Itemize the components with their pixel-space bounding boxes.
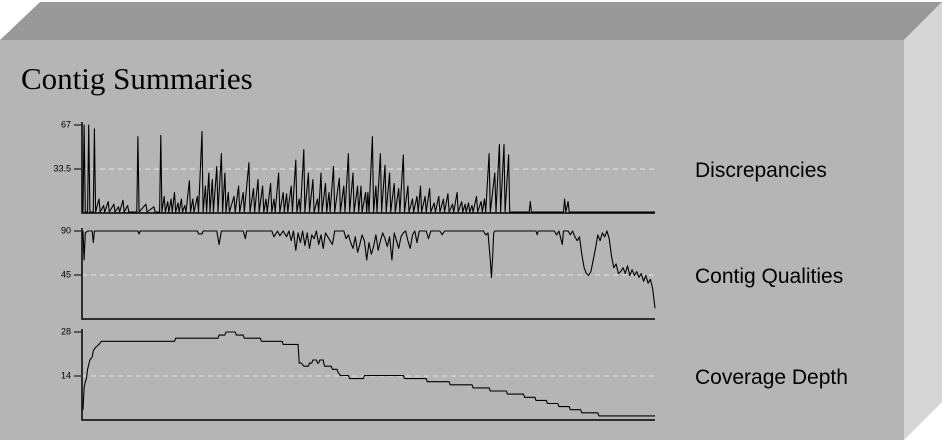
contig-qualities-tick-label-mid: 45 <box>61 269 71 279</box>
panel-top-bevel <box>0 2 942 40</box>
discrepancies-chart: 67 33.5 Discrepancies <box>53 119 827 214</box>
discrepancies-tick-label-mid: 33.5 <box>53 163 71 173</box>
contig-qualities-chart: 90 45 Contig Qualities <box>61 225 843 320</box>
panel-face <box>0 40 904 440</box>
contig-qualities-axis <box>81 228 655 320</box>
page-title: Contig Summaries <box>21 61 253 96</box>
coverage-depth-tick-label-top: 28 <box>61 326 71 336</box>
coverage-depth-label: Coverage Depth <box>695 366 848 389</box>
contig-qualities-tick-label-top: 90 <box>61 225 71 235</box>
coverage-depth-axis <box>81 329 655 421</box>
discrepancies-tick-label-top: 67 <box>61 119 71 129</box>
coverage-depth-chart: 28 14 Coverage Depth <box>61 326 848 421</box>
discrepancies-axis <box>81 122 655 214</box>
discrepancies-label: Discrepancies <box>695 159 827 182</box>
contig-qualities-label: Contig Qualities <box>695 265 843 288</box>
discrepancies-series-line <box>82 124 655 213</box>
coverage-depth-tick-label-mid: 14 <box>61 370 71 380</box>
panel-right-bevel <box>904 2 942 440</box>
contig-qualities-series-line <box>82 230 656 309</box>
coverage-depth-series-line <box>82 331 655 417</box>
